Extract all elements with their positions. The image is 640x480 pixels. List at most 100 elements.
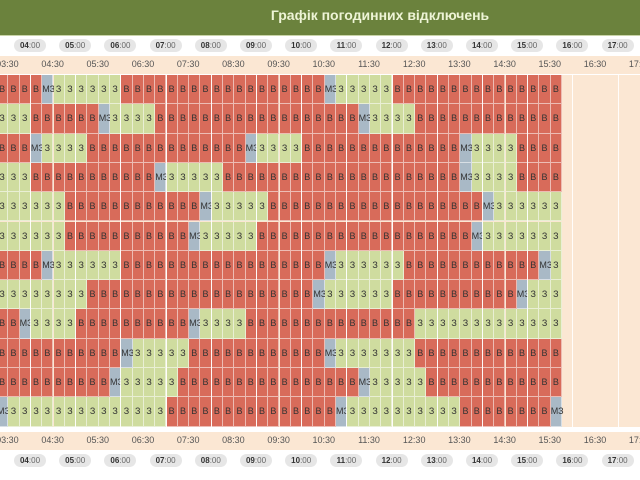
outage-grid: В В В В МЗ З З З З З З В В В В В В В В В В В В В В В В В В МЗ З З З З З В В В… (0, 75, 640, 427)
schedule-cell: В (121, 75, 133, 105)
half-hour-label: 06:30 (131, 59, 155, 69)
schedule-cell: В (177, 309, 190, 339)
schedule-cell: В (256, 368, 269, 398)
schedule-cell: З (87, 250, 99, 281)
schedule-cell: З (8, 162, 20, 193)
hour-label: 10:00 (285, 39, 318, 52)
schedule-cell: В (234, 75, 246, 105)
schedule-cell: В (268, 192, 280, 222)
schedule-cell: В (223, 75, 235, 105)
hour-label: 08:00 (194, 39, 227, 52)
schedule-cell: В (30, 250, 43, 281)
schedule-cell: В (98, 309, 110, 339)
schedule-cell: В (347, 104, 359, 134)
schedule-cell: З (528, 280, 540, 310)
hour-label: 07:00 (149, 39, 182, 52)
schedule-cell: МЗ (539, 250, 552, 281)
schedule-cell: З (76, 133, 88, 163)
schedule-cell: В (8, 368, 20, 398)
schedule-cell: В (403, 309, 416, 339)
schedule-cell: В (189, 75, 201, 105)
schedule-cell: В (189, 338, 201, 368)
schedule-cell: З (0, 192, 9, 222)
schedule-cell: З (189, 162, 201, 193)
schedule-cell: В (302, 221, 314, 251)
schedule-cell: В (189, 104, 201, 134)
schedule-cell: В (268, 368, 280, 398)
schedule-cell: В (143, 133, 156, 163)
schedule-cell: З (42, 397, 54, 427)
schedule-cell: З (132, 397, 144, 427)
schedule-cell: В (460, 397, 472, 427)
schedule-cell: В (143, 221, 156, 251)
schedule-cell: З (53, 75, 65, 105)
schedule-cell: В (369, 133, 382, 163)
schedule-cell: З (268, 133, 280, 163)
schedule-cell: З (30, 397, 43, 427)
schedule-cell: З (505, 192, 517, 222)
schedule-cell: В (313, 162, 325, 193)
schedule-cell: В (223, 162, 235, 193)
schedule-cell: В (437, 75, 449, 105)
hour-label: 11:00 (330, 454, 363, 467)
schedule-cell: В (234, 162, 246, 193)
schedule-cell: В (143, 162, 156, 193)
schedule-cell: В (528, 368, 540, 398)
hour-divider (346, 75, 348, 427)
schedule-cell: В (347, 133, 359, 163)
schedule-cell: В (0, 250, 9, 281)
schedule-cell: В (358, 192, 370, 222)
half-hour-label: 14:30 (493, 435, 516, 445)
hour-divider (572, 75, 574, 427)
schedule-cell: З (166, 368, 178, 398)
hour-label: 12:00 (375, 454, 408, 467)
schedule-cell: В (177, 250, 190, 281)
schedule-cell: В (121, 192, 133, 222)
schedule-cell: В (505, 338, 517, 368)
schedule-cell: В (482, 368, 495, 398)
schedule-cell: З (211, 162, 223, 193)
schedule-cell: З (143, 104, 156, 134)
schedule-cell: В (166, 309, 178, 339)
schedule-cell: В (268, 75, 280, 105)
half-hour-label: 08:30 (222, 435, 245, 445)
schedule-cell: В (42, 368, 54, 398)
schedule-cell: З (415, 368, 427, 398)
schedule-cell: В (189, 192, 201, 222)
schedule-cell: В (403, 75, 416, 105)
schedule-cell: В (279, 221, 291, 251)
schedule-cell: З (550, 280, 562, 310)
schedule-cell: В (143, 309, 156, 339)
schedule-cell: З (539, 192, 551, 222)
schedule-cell: В (324, 221, 336, 251)
schedule-cell: В (279, 250, 291, 281)
schedule-cell: В (279, 280, 291, 310)
schedule-cell: З (223, 192, 235, 222)
schedule-cell: В (166, 221, 178, 251)
schedule-cell: В (234, 280, 246, 310)
schedule-cell: В (324, 133, 336, 163)
hour-divider (75, 75, 77, 427)
schedule-cell: В (98, 368, 110, 398)
schedule-cell: В (505, 104, 517, 134)
schedule-cell: В (223, 280, 235, 310)
schedule-cell: В (358, 221, 370, 251)
schedule-cell: З (30, 309, 43, 339)
schedule-cell: В (437, 162, 449, 193)
schedule-cell: В (177, 368, 190, 398)
schedule-cell: В (256, 309, 269, 339)
schedule-cell: В (550, 338, 562, 368)
schedule-cell: В (415, 250, 427, 281)
schedule-cell: В (449, 192, 461, 222)
schedule-cell: В (494, 250, 506, 281)
hour-divider (120, 75, 122, 427)
schedule-cell: В (234, 368, 246, 398)
hour-divider (436, 75, 438, 427)
schedule-cell: В (223, 104, 235, 134)
schedule-cell: З (505, 133, 517, 163)
schedule-cell: В (369, 309, 382, 339)
schedule-cell: В (437, 368, 449, 398)
schedule-cell: МЗ (98, 104, 112, 134)
schedule-cell: В (76, 192, 88, 222)
schedule-cell: В (279, 397, 291, 427)
